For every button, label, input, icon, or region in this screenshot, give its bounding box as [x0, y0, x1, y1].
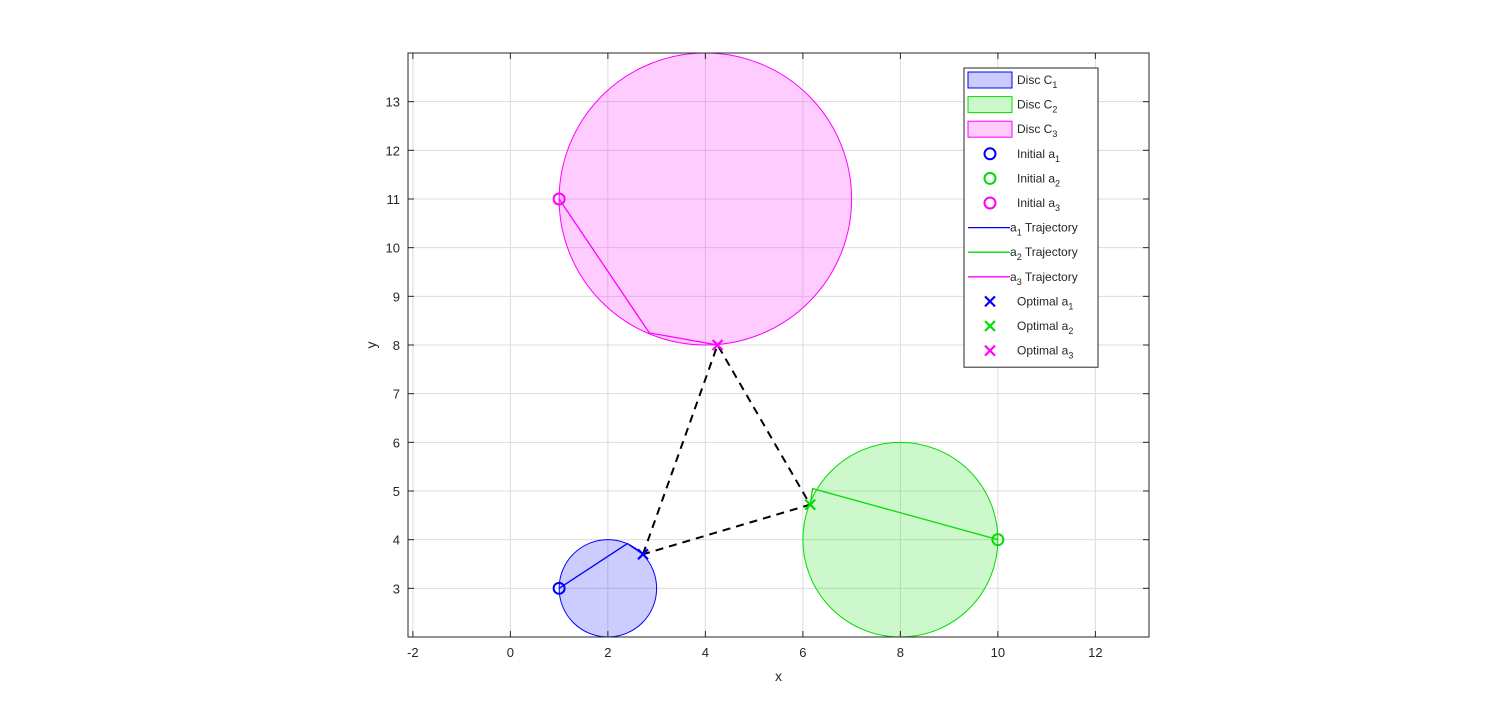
y-tick-label: 9 [393, 289, 400, 304]
x-tick-label: 0 [507, 645, 514, 660]
y-tick-label: 3 [393, 581, 400, 596]
connection-lines [642, 342, 812, 556]
trajectory-a2 [809, 487, 999, 541]
x-tick-label: 10 [991, 645, 1005, 660]
optimal-a2-marker [804, 498, 816, 511]
x-tick-label: -2 [407, 645, 419, 660]
legend-label-disc-c1: Disc C1 [1017, 73, 1057, 90]
trajectory-a1 [558, 542, 644, 589]
x-tick-label: 4 [702, 645, 709, 660]
legend-marker-optimal-a1 [984, 295, 996, 308]
x-tick-label: 8 [897, 645, 904, 660]
legend-label-optimal-a1: Optimal a1 [1017, 294, 1073, 311]
optimal-a1-marker [637, 548, 649, 561]
y-tick-label: 7 [393, 387, 400, 402]
legend-marker-optimal-a2 [984, 320, 996, 332]
y-tick-label: 12 [386, 143, 400, 158]
y-tick-label: 11 [387, 192, 401, 207]
y-tick-label: 4 [393, 533, 400, 548]
initial-a1-marker [552, 581, 566, 595]
legend-marker-initial-a1 [983, 147, 997, 161]
legend-label-trajectory-a3: a3 Trajectory [1010, 270, 1078, 287]
legend-label-disc-c2: Disc C2 [1017, 98, 1057, 115]
trajectory-a3 [558, 198, 718, 346]
legend-label-disc-c3: Disc C3 [1017, 122, 1057, 139]
legend: Disc C1 Disc C2 Disc C3 Initial a1 Initial a… [963, 67, 1099, 368]
x-tick-label: 12 [1088, 645, 1102, 660]
optimal-a3-marker [711, 339, 724, 351]
legend-label-initial-a1: Initial a1 [1017, 147, 1060, 164]
y-axis-label: y [363, 342, 379, 349]
legend-label-trajectory-a1: a1 Trajectory [1010, 221, 1078, 238]
disc-c2 [802, 441, 999, 637]
legend-marker-initial-a3 [983, 196, 997, 210]
trajectories [558, 198, 999, 589]
y-tick-label: 6 [393, 435, 400, 450]
y-tick-label: 13 [386, 95, 400, 110]
legend-swatch-disc-c2 [967, 96, 1013, 114]
legend-swatch-disc-c3 [967, 120, 1013, 138]
legend-swatch-disc-c1 [967, 71, 1013, 89]
legend-box [963, 67, 1099, 368]
ticks: -2 0 2 4 6 8 10 12 3 4 5 6 7 8 9 10 11 12 13 [386, 53, 1149, 660]
y-tick-label: 10 [386, 241, 400, 256]
x-axis-label: x [775, 668, 782, 684]
legend-label-trajectory-a2: a2 Trajectory [1010, 245, 1078, 262]
legend-marker-initial-a2 [983, 171, 997, 185]
legend-label-optimal-a3: Optimal a3 [1017, 344, 1073, 361]
legend-marker-optimal-a3 [984, 344, 996, 357]
legend-label-optimal-a2: Optimal a2 [1017, 319, 1073, 336]
initial-a2-marker [991, 533, 1005, 547]
initial-a3-marker [552, 192, 566, 206]
legend-label-initial-a3: Initial a3 [1017, 196, 1060, 213]
y-tick-label: 5 [393, 484, 400, 499]
y-tick-label: 8 [393, 338, 400, 353]
optimal-connection-line [642, 342, 812, 556]
discs [558, 53, 999, 637]
legend-label-initial-a2: Initial a2 [1017, 171, 1060, 188]
x-tick-label: 2 [604, 645, 611, 660]
markers [552, 192, 1005, 595]
x-tick-label: 6 [799, 645, 806, 660]
disc-c3 [558, 53, 853, 346]
